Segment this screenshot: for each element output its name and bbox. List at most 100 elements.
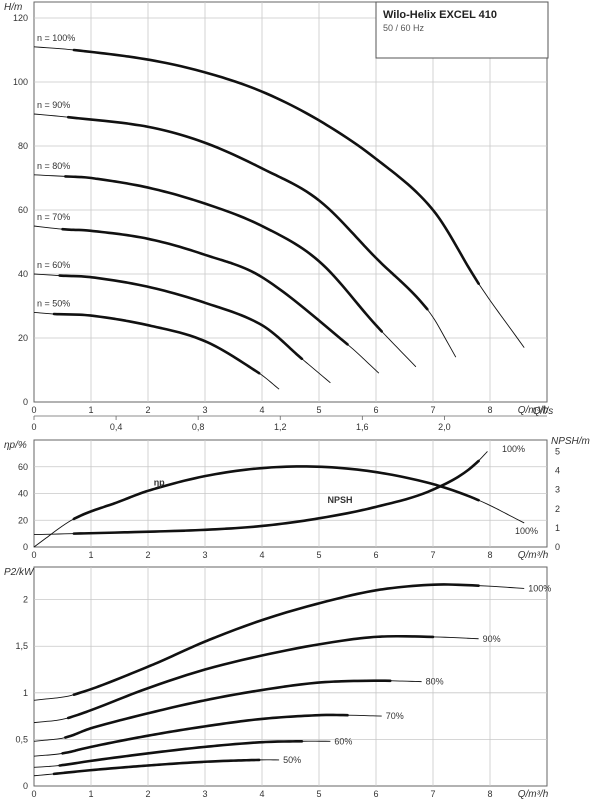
series-line (72, 48, 480, 285)
series-label: n = 90% (37, 100, 70, 110)
series-line (66, 634, 435, 720)
y-tick-label: 0 (23, 542, 28, 552)
secondary-x-tick-label: 1,2 (274, 422, 287, 432)
series-line (61, 713, 349, 755)
y2-tick-label: 4 (555, 466, 560, 476)
x-axis-title: Q/m³/h (518, 550, 549, 561)
series-line (58, 274, 304, 361)
y-tick-label: 40 (18, 269, 28, 279)
series-line (64, 175, 383, 333)
x-tick-label: 7 (430, 550, 435, 560)
x-axis-title: Q/m³/h (518, 405, 549, 416)
series-label: n = 80% (37, 161, 70, 171)
x-tick-label: 5 (316, 789, 321, 799)
x-tick-label: 6 (373, 405, 378, 415)
y-tick-label: 0 (23, 781, 28, 791)
series-label: n = 50% (37, 298, 70, 308)
panel-frame-head (33, 1, 548, 403)
x-tick-label: 0 (31, 405, 36, 415)
x-tick-label: 8 (487, 405, 492, 415)
y-tick-label: 0 (23, 397, 28, 407)
series-end-label: 100% (502, 444, 525, 454)
y-tick-label: 100 (13, 77, 28, 87)
y-tick-label: 80 (18, 141, 28, 151)
secondary-x-tick-label: 0,8 (192, 422, 205, 432)
y2-tick-label: 3 (555, 485, 560, 495)
series-thin-line (33, 225, 380, 374)
series-label: 90% (483, 634, 501, 644)
x-tick-label: 3 (202, 789, 207, 799)
y-tick-label: 0,5 (15, 734, 28, 744)
x-tick-label: 1 (88, 789, 93, 799)
series-thin-line (33, 273, 331, 384)
series-end-label: 100% (515, 526, 538, 536)
x-tick-label: 4 (259, 550, 264, 560)
series-thin-line (33, 714, 382, 757)
x-tick-label: 8 (487, 789, 492, 799)
series-label: ηp (154, 477, 165, 487)
y-tick-label: 20 (18, 333, 28, 343)
x-tick-label: 8 (487, 550, 492, 560)
y2-tick-label: 5 (555, 446, 560, 456)
x-tick-label: 0 (31, 789, 36, 799)
y-tick-label: 20 (18, 515, 28, 525)
series-label: NPSH (328, 495, 353, 505)
x-tick-label: 6 (373, 789, 378, 799)
secondary-x-tick-label: 1,6 (356, 422, 369, 432)
x-tick-label: 1 (88, 550, 93, 560)
y-tick-label: 60 (18, 462, 28, 472)
x-tick-label: 5 (316, 550, 321, 560)
series-line (66, 115, 429, 311)
panel-frame-power (33, 566, 548, 787)
series-label: 60% (334, 736, 352, 746)
series-line (72, 465, 480, 521)
x-tick-label: 7 (430, 789, 435, 799)
series-label: 100% (528, 583, 551, 593)
x-tick-label: 4 (259, 405, 264, 415)
series-line (72, 459, 480, 535)
series-line (58, 739, 304, 767)
series-label: 80% (426, 677, 444, 687)
series-line (64, 679, 392, 739)
series-label: n = 70% (37, 212, 70, 222)
secondary-x-tick-label: 0 (31, 422, 36, 432)
x-axis-title: Q/m³/h (518, 789, 549, 800)
title-box (375, 1, 549, 59)
y2-tick-label: 1 (555, 523, 560, 533)
y-axis-title: P2/kW (4, 567, 35, 578)
chart-title: Wilo-Helix EXCEL 410 (383, 9, 497, 21)
y2-tick-label: 2 (555, 504, 560, 514)
series-label: 70% (386, 711, 404, 721)
x-tick-label: 6 (373, 550, 378, 560)
y-tick-label: 120 (13, 13, 28, 23)
series-thin-line (33, 46, 525, 348)
x-tick-label: 2 (145, 789, 150, 799)
series-label: n = 100% (37, 33, 75, 43)
y2-tick-label: 0 (555, 542, 560, 552)
x-tick-label: 2 (145, 550, 150, 560)
y-tick-label: 2 (23, 595, 28, 605)
chart-subtitle: 50 / 60 Hz (383, 23, 425, 33)
x-tick-label: 2 (145, 405, 150, 415)
series-line (52, 312, 261, 375)
y-tick-label: 1,5 (15, 641, 28, 651)
series-label: n = 60% (37, 260, 70, 270)
series-line (72, 583, 480, 696)
series-thin-line (33, 451, 488, 536)
y2-axis-title: NPSH/m (551, 436, 590, 447)
series-label: 50% (283, 755, 301, 765)
series-line (61, 227, 349, 346)
x-tick-label: 7 (430, 405, 435, 415)
y-axis-title: H/m (4, 2, 22, 13)
secondary-x-tick-label: 2,0 (438, 422, 451, 432)
x-tick-label: 0 (31, 550, 36, 560)
secondary-x-axis-title: Q/l/s (533, 406, 554, 417)
series-line (52, 758, 261, 776)
secondary-x-tick-label: 0,4 (110, 422, 123, 432)
series-thin-line (33, 113, 457, 358)
x-tick-label: 1 (88, 405, 93, 415)
x-tick-label: 5 (316, 405, 321, 415)
x-tick-label: 4 (259, 789, 264, 799)
series-thin-line (33, 635, 479, 724)
